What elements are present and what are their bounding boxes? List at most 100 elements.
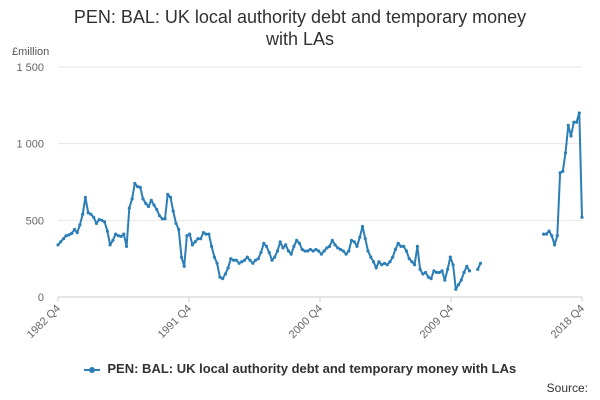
data-point[interactable] [459, 278, 463, 282]
data-point[interactable] [190, 243, 194, 247]
data-point[interactable] [67, 233, 71, 237]
data-point[interactable] [278, 240, 282, 244]
data-point[interactable] [465, 264, 469, 268]
data-point[interactable] [295, 238, 299, 242]
data-point[interactable] [563, 151, 568, 155]
data-point[interactable] [103, 220, 107, 224]
data-point[interactable] [289, 252, 293, 256]
data-point[interactable] [435, 270, 439, 275]
data-point[interactable] [133, 181, 137, 186]
data-point[interactable] [446, 267, 450, 271]
data-point[interactable] [410, 260, 414, 264]
data-point[interactable] [193, 240, 197, 244]
data-point[interactable] [284, 243, 288, 247]
data-point[interactable] [336, 246, 340, 250]
data-point[interactable] [454, 287, 458, 291]
data-point[interactable] [237, 261, 241, 265]
data-point[interactable] [399, 244, 403, 248]
data-point[interactable] [168, 195, 173, 199]
data-point[interactable] [223, 272, 227, 276]
data-point[interactable] [542, 232, 546, 236]
data-point[interactable] [572, 120, 576, 124]
data-point[interactable] [374, 266, 378, 270]
data-point[interactable] [478, 261, 483, 265]
data-point[interactable] [341, 249, 345, 253]
data-point[interactable] [319, 252, 323, 256]
data-point[interactable] [569, 134, 573, 138]
data-point[interactable] [122, 232, 126, 236]
data-point[interactable] [380, 263, 384, 267]
data-point[interactable] [311, 249, 315, 253]
data-point[interactable] [253, 258, 258, 262]
data-point[interactable] [152, 203, 156, 207]
data-point[interactable] [240, 260, 244, 264]
data-point[interactable] [163, 217, 167, 221]
data-point[interactable] [566, 123, 570, 127]
data-point[interactable] [429, 277, 433, 281]
data-point[interactable] [330, 238, 334, 242]
data-point[interactable] [234, 258, 238, 262]
data-point[interactable] [61, 237, 66, 241]
data-point[interactable] [262, 241, 266, 245]
data-point[interactable] [243, 258, 247, 262]
data-point[interactable] [179, 255, 184, 259]
data-point[interactable] [421, 272, 425, 276]
data-point[interactable] [355, 244, 359, 248]
data-point[interactable] [396, 241, 400, 245]
data-point[interactable] [226, 266, 230, 270]
legend[interactable]: PEN: BAL: UK local authority debt and te… [0, 361, 600, 376]
data-point[interactable] [146, 204, 151, 209]
data-point[interactable] [366, 249, 370, 253]
data-point[interactable] [553, 243, 557, 247]
data-point[interactable] [308, 247, 312, 252]
data-point[interactable] [275, 249, 280, 253]
data-point[interactable] [232, 258, 236, 262]
data-point[interactable] [448, 255, 452, 259]
data-point[interactable] [328, 244, 332, 248]
data-point[interactable] [166, 192, 170, 196]
data-point[interactable] [388, 260, 392, 264]
data-point[interactable] [391, 255, 395, 259]
data-point[interactable] [360, 224, 365, 229]
data-point[interactable] [229, 257, 233, 261]
data-point[interactable] [108, 243, 112, 247]
data-point[interactable] [300, 247, 304, 252]
data-point[interactable] [317, 249, 321, 253]
data-point[interactable] [138, 185, 142, 189]
data-point[interactable] [555, 234, 559, 238]
data-point[interactable] [185, 234, 189, 238]
data-point[interactable] [404, 249, 408, 253]
data-point[interactable] [424, 270, 428, 275]
data-point[interactable] [149, 198, 153, 202]
data-point[interactable] [325, 246, 329, 250]
data-point[interactable] [141, 197, 145, 201]
data-point[interactable] [125, 244, 129, 248]
data-point[interactable] [462, 270, 466, 275]
data-point[interactable] [188, 232, 192, 236]
data-point[interactable] [78, 223, 82, 227]
data-point[interactable] [92, 215, 96, 219]
data-point[interactable] [561, 169, 565, 173]
data-point[interactable] [248, 258, 252, 262]
data-point[interactable] [111, 238, 115, 242]
data-point[interactable] [273, 255, 277, 259]
data-point[interactable] [212, 255, 216, 259]
data-point[interactable] [75, 231, 79, 235]
data-point[interactable] [201, 231, 205, 235]
data-point[interactable] [64, 234, 68, 238]
data-point[interactable] [333, 243, 337, 247]
data-point[interactable] [577, 111, 581, 115]
data-point[interactable] [215, 261, 219, 265]
data-point[interactable] [558, 171, 562, 175]
data-point[interactable] [174, 221, 178, 225]
data-point[interactable] [322, 249, 326, 253]
data-point[interactable] [402, 244, 406, 248]
data-point[interactable] [116, 234, 120, 238]
data-point[interactable] [94, 221, 98, 225]
data-point[interactable] [544, 232, 548, 236]
data-point[interactable] [382, 261, 387, 265]
data-point[interactable] [467, 269, 472, 273]
data-point[interactable] [377, 260, 381, 264]
data-point[interactable] [155, 208, 159, 212]
data-point[interactable] [204, 232, 208, 236]
